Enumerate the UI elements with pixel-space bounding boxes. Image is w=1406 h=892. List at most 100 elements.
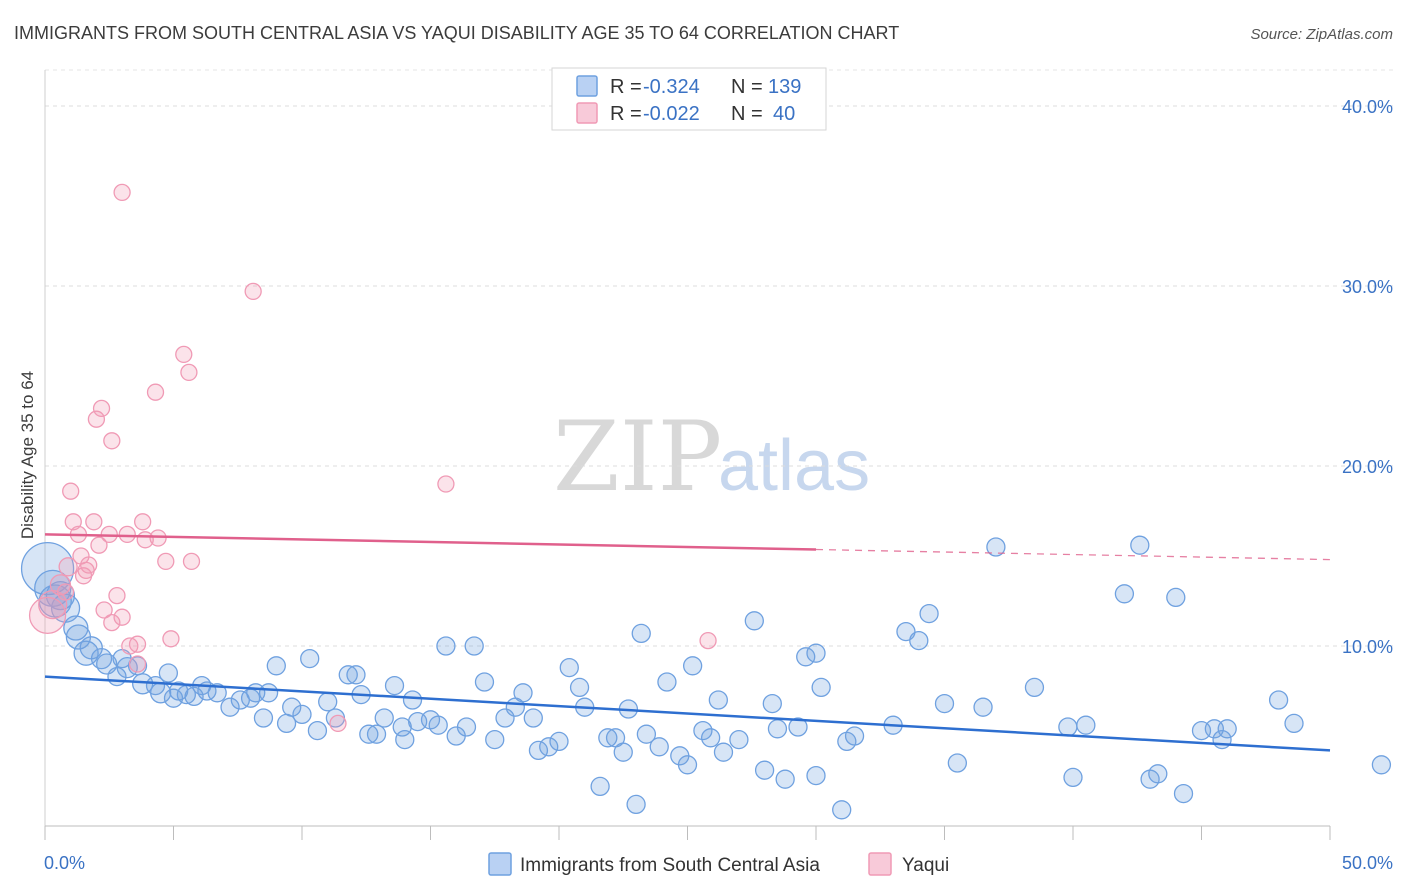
immigrants-point-63 xyxy=(528,740,549,761)
yaqui-point-13 xyxy=(103,613,121,632)
immigrants-point-58 xyxy=(485,729,505,750)
immigrants-point-117 xyxy=(1173,783,1194,804)
bottom-legend: Immigrants from South Central Asia Yaqui xyxy=(488,852,949,876)
legend-swatch-yaqui xyxy=(576,102,598,124)
immigrants-point-94 xyxy=(806,643,826,663)
immigrants-point-111 xyxy=(1076,715,1096,735)
yaqui-point-24 xyxy=(113,183,131,202)
immigrants-point-90 xyxy=(767,719,788,739)
immigrants-point-62 xyxy=(523,708,543,728)
immigrants-point-76 xyxy=(636,724,657,744)
immigrants-point-120 xyxy=(1217,719,1237,739)
immigrants-point-34 xyxy=(282,697,302,717)
yaqui-point-9 xyxy=(80,556,98,574)
immigrants-point-84 xyxy=(708,690,728,710)
yaqui-point-11 xyxy=(90,536,108,554)
immigrants-point-123 xyxy=(1284,713,1304,734)
immigrants-point-45 xyxy=(374,708,394,728)
yaqui-point-39 xyxy=(128,635,147,653)
immigrants-point-53 xyxy=(436,636,456,656)
yaqui-point-18 xyxy=(134,513,152,531)
immigrants-point-97 xyxy=(832,800,852,820)
yaqui-point-23 xyxy=(103,432,121,450)
immigrants-point-103 xyxy=(919,603,939,624)
immigrants-point-65 xyxy=(549,731,569,752)
yaqui-point-4 xyxy=(62,482,80,500)
immigrants-point-46 xyxy=(384,675,405,696)
immigrants-point-44 xyxy=(366,724,387,744)
immigrants-point-112 xyxy=(1114,584,1135,604)
immigrants-point-107 xyxy=(986,537,1006,557)
y-tick-label-30: 30.0% xyxy=(1342,277,1393,297)
legend-n-label-1: N = xyxy=(731,103,763,125)
immigrants-point-113 xyxy=(1130,535,1150,555)
yaqui-trend-line-dashed xyxy=(815,548,1331,561)
chart-source: Source: ZipAtlas.com xyxy=(1250,26,1393,43)
immigrants-point-64 xyxy=(539,737,559,757)
trend-lines xyxy=(44,533,1331,752)
y-tick-labels: 10.0% 20.0% 30.0% 40.0% xyxy=(1342,97,1393,657)
yaqui-point-14 xyxy=(108,586,126,605)
yaqui-point-27 xyxy=(180,363,198,382)
yaqui-point-29 xyxy=(162,630,180,648)
legend-n-value-1: 40 xyxy=(773,103,795,125)
immigrants-point-67 xyxy=(569,677,590,698)
immigrants-point-81 xyxy=(682,656,703,676)
immigrants-point-89 xyxy=(762,693,782,714)
immigrants-point-43 xyxy=(359,724,379,744)
immigrants-point-57 xyxy=(474,672,495,692)
legend-r-value-1: -0.022 xyxy=(643,103,700,125)
immigrants-point-5 xyxy=(63,615,89,641)
x-tick-label-max: 50.0% xyxy=(1342,853,1393,873)
yaqui-point-3 xyxy=(58,557,78,577)
immigrants-point-31 xyxy=(258,683,279,703)
immigrants-point-92 xyxy=(788,717,808,737)
immigrants-point-49 xyxy=(402,690,423,710)
immigrants-point-124 xyxy=(1371,755,1392,775)
immigrants-point-74 xyxy=(626,794,646,815)
series-immigrants-points xyxy=(20,535,1392,820)
bottom-legend-label-yaqui: Yaqui xyxy=(902,855,949,876)
yaqui-point-25 xyxy=(146,383,165,401)
immigrants-point-108 xyxy=(1024,677,1045,698)
x-tick-labels: 0.0% 50.0% xyxy=(44,853,1393,873)
chart-title: IMMIGRANTS FROM SOUTH CENTRAL ASIA VS YA… xyxy=(14,23,899,43)
legend-n-label-0: N = xyxy=(731,76,763,98)
yaqui-point-34 xyxy=(118,525,136,544)
immigrants-point-116 xyxy=(1166,587,1186,608)
immigrants-point-87 xyxy=(744,611,764,631)
immigrants-point-102 xyxy=(909,630,929,651)
yaqui-trend-line xyxy=(44,533,817,551)
y-tick-label-10: 10.0% xyxy=(1342,637,1393,657)
immigrants-point-110 xyxy=(1063,767,1083,788)
yaqui-point-5 xyxy=(64,513,82,531)
immigrants-point-99 xyxy=(844,726,865,746)
yaqui-point-20 xyxy=(149,529,167,547)
immigrants-point-115 xyxy=(1148,764,1168,784)
bottom-legend-swatch-yaqui xyxy=(868,852,892,876)
yaqui-point-36 xyxy=(56,583,75,601)
x-tick-label-min: 0.0% xyxy=(44,853,85,873)
immigrants-point-106 xyxy=(973,697,993,717)
yaqui-point-17 xyxy=(128,655,147,673)
yaqui-point-32 xyxy=(437,475,455,493)
immigrants-point-91 xyxy=(775,769,795,789)
yaqui-point-35 xyxy=(74,567,93,585)
immigrants-point-88 xyxy=(754,760,775,780)
immigrants-point-36 xyxy=(300,648,320,669)
immigrants-point-121 xyxy=(1212,729,1232,750)
yaqui-point-31 xyxy=(329,714,347,733)
immigrants-point-70 xyxy=(598,728,618,748)
immigrants-point-25 xyxy=(207,683,227,703)
immigrants-point-75 xyxy=(631,623,651,644)
immigrants-point-69 xyxy=(590,776,610,797)
immigrants-point-52 xyxy=(428,715,448,735)
yaqui-point-12 xyxy=(95,601,113,619)
immigrants-point-96 xyxy=(806,765,826,786)
legend-r-label-1: R = xyxy=(610,103,642,125)
immigrants-point-61 xyxy=(513,683,533,703)
bottom-legend-label-immigrants: Immigrants from South Central Asia xyxy=(520,855,820,876)
series-yaqui-points xyxy=(28,183,717,733)
immigrants-point-48 xyxy=(395,729,415,750)
